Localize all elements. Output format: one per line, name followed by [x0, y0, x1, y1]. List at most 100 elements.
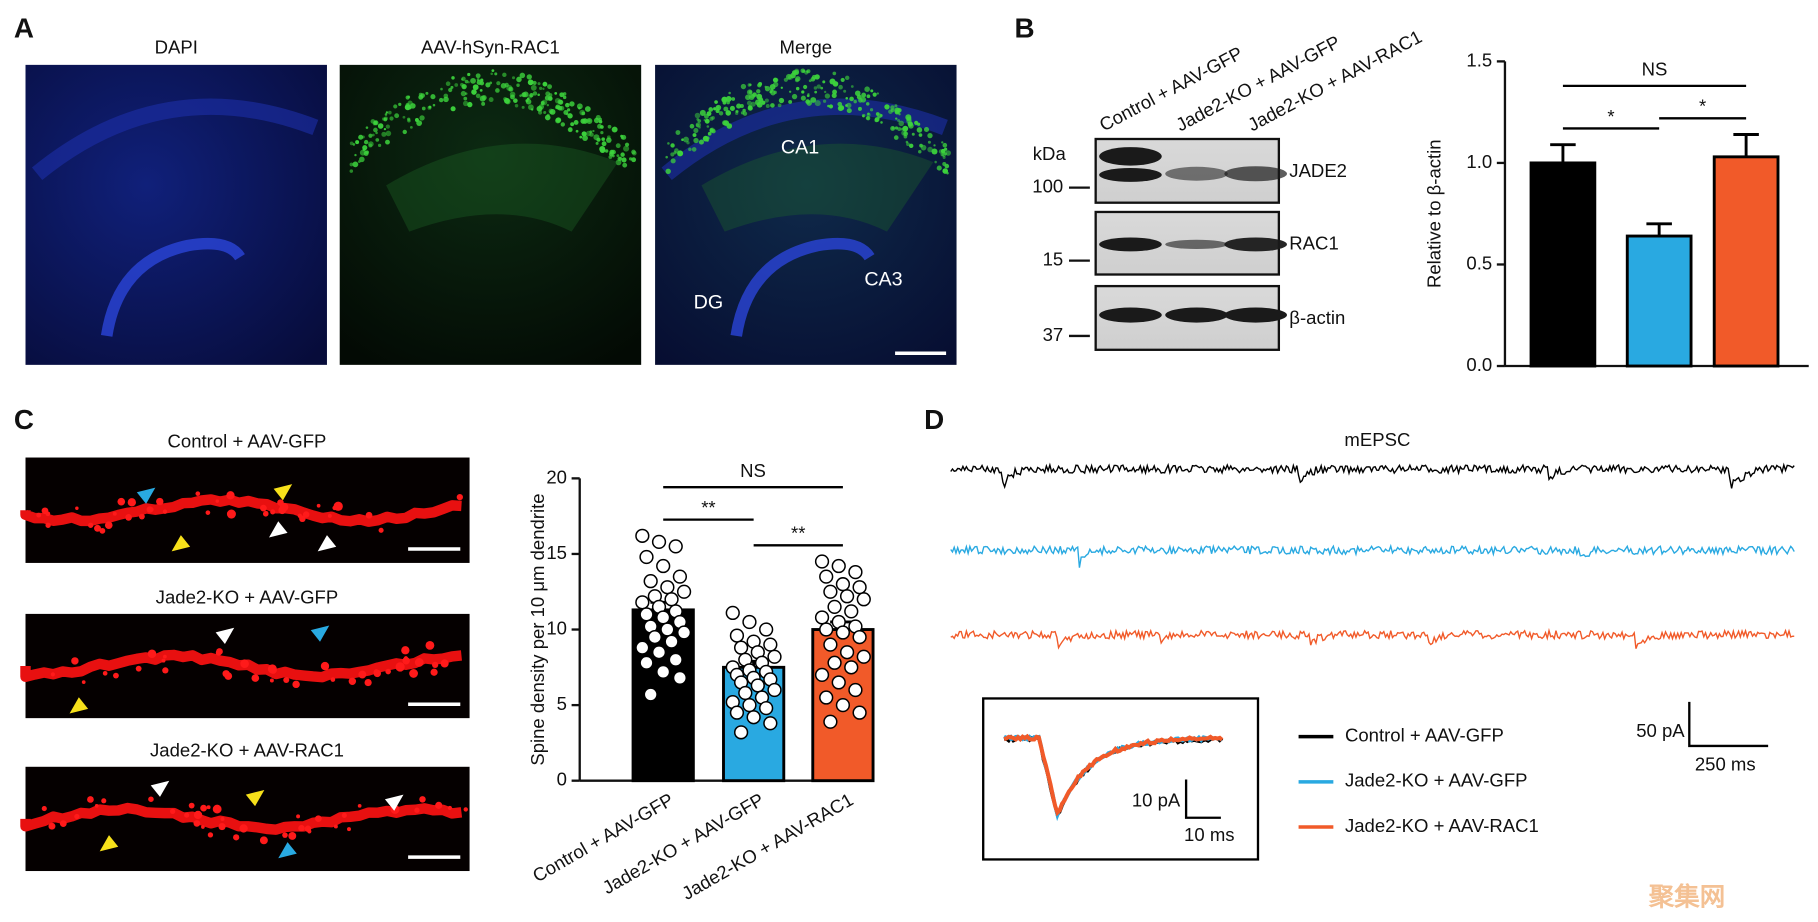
panel-label: D	[924, 404, 944, 435]
arrowhead	[317, 535, 337, 552]
data-point	[664, 592, 679, 607]
spine	[358, 670, 367, 679]
spine	[104, 521, 113, 529]
neuron	[537, 93, 540, 97]
neuron	[721, 120, 728, 126]
spine	[99, 527, 106, 534]
neuron	[470, 77, 476, 84]
neuron	[543, 110, 547, 114]
neuron	[526, 97, 530, 101]
neuron	[918, 133, 923, 137]
data-point	[733, 725, 749, 740]
bar	[1529, 161, 1597, 368]
data-point	[668, 539, 683, 554]
neuron	[726, 123, 733, 129]
data-point	[750, 678, 765, 693]
neuron	[941, 141, 944, 144]
spine	[435, 801, 443, 809]
neuron	[375, 138, 380, 142]
y-axis-label: Spine density per 10 μm dendrite	[527, 493, 548, 765]
arrowhead	[245, 789, 265, 807]
neuron	[778, 97, 785, 104]
spine	[456, 494, 463, 501]
neuron	[558, 99, 564, 105]
band	[1099, 307, 1162, 323]
neuron	[547, 84, 553, 90]
data-point	[729, 705, 745, 720]
spine	[36, 512, 42, 518]
neuron	[373, 120, 378, 125]
neuron	[402, 115, 406, 119]
data-point	[676, 584, 692, 599]
spine	[348, 677, 357, 686]
significance-label: NS	[1642, 59, 1668, 80]
neuron	[777, 103, 782, 108]
unit-label: kDa	[1033, 143, 1067, 164]
neuron	[504, 97, 510, 104]
spine	[414, 807, 420, 813]
neuron	[795, 86, 800, 91]
image-title: DAPI	[155, 37, 198, 58]
neuron	[598, 117, 602, 122]
spine	[41, 806, 47, 812]
neuron	[667, 142, 670, 145]
neuron	[349, 169, 354, 173]
dendrite-field	[701, 143, 934, 232]
neuron	[489, 81, 493, 85]
spine	[333, 501, 343, 511]
neuron	[803, 84, 808, 90]
spine	[156, 497, 164, 506]
spine	[148, 796, 154, 803]
neuron	[581, 131, 587, 137]
neuron	[914, 120, 919, 125]
spine	[222, 670, 230, 678]
image-title: AAV-hSyn-RAC1	[421, 37, 560, 58]
neuron	[530, 84, 537, 91]
y-tick-label: 0.0	[1466, 354, 1492, 375]
data-point	[651, 534, 667, 549]
significance-label: *	[1699, 96, 1706, 117]
band	[1099, 237, 1162, 252]
neuron	[407, 95, 411, 99]
neuron	[702, 135, 709, 142]
neuron	[512, 76, 516, 80]
neuron	[861, 92, 867, 98]
arrowhead	[278, 842, 297, 859]
neuron	[454, 83, 459, 87]
neuron	[375, 131, 378, 135]
spine	[71, 657, 79, 665]
neuron	[555, 104, 561, 110]
marker-label: 100	[1032, 176, 1063, 197]
spine	[403, 656, 409, 661]
spine	[193, 820, 201, 827]
data-point	[856, 592, 871, 607]
spine	[169, 808, 176, 815]
inset-scale-bar	[1184, 779, 1221, 819]
neuron	[485, 82, 491, 88]
neuron	[679, 152, 683, 156]
band	[1099, 147, 1162, 166]
neuron	[464, 79, 469, 84]
neuron	[810, 97, 817, 103]
neuron	[858, 98, 863, 103]
neuron	[578, 106, 581, 110]
data-point	[839, 589, 855, 604]
image-title: Merge	[780, 37, 833, 58]
neuron	[440, 87, 443, 91]
data-point	[827, 599, 842, 614]
neuron	[822, 80, 826, 84]
band	[1165, 166, 1228, 181]
neuron	[773, 90, 777, 95]
data-point	[660, 580, 675, 595]
arrowhead	[273, 484, 293, 501]
neuron	[445, 81, 451, 87]
neuron	[475, 93, 481, 99]
neuron	[611, 126, 618, 133]
data-point	[651, 645, 667, 660]
neuron	[528, 94, 533, 99]
data-point	[746, 710, 761, 725]
neuron	[898, 120, 905, 127]
region-label: DG	[694, 292, 724, 314]
micrograph	[339, 64, 642, 365]
data-point	[852, 580, 867, 595]
